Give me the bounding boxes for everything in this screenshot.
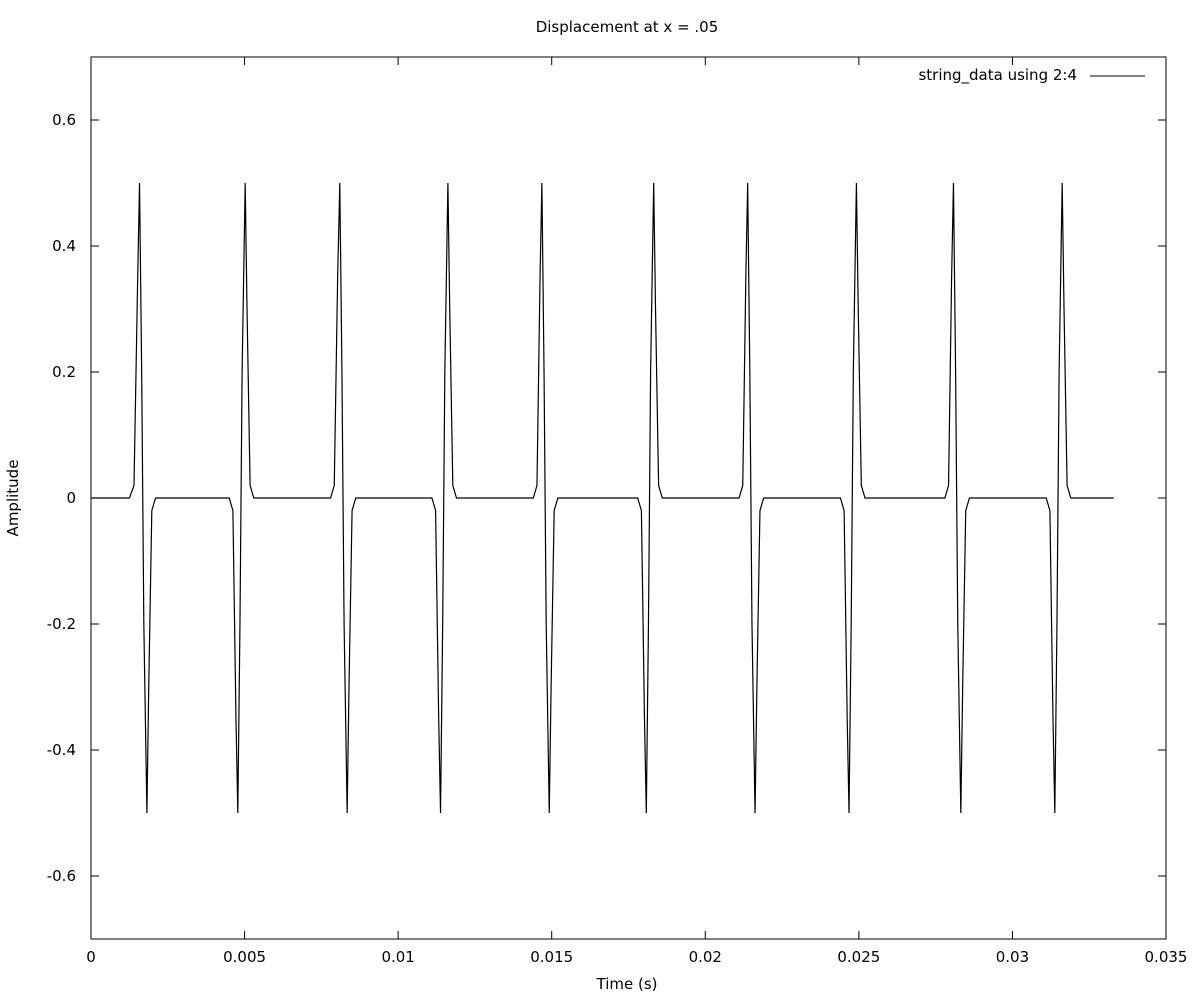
x-tick-label: 0.005 [223,948,266,966]
y-tick-label: 0.2 [52,363,76,381]
y-tick-label: 0.4 [52,237,76,255]
series-line [91,182,1114,814]
axis-ticks [90,57,1167,939]
axis-tick-labels: 0 0.005 0.01 0.015 0.02 0.025 0.03 0.035 0.6 0.4 0… [47,111,1188,966]
x-tick-label: 0.03 [996,948,1029,966]
x-tick-label: 0.02 [689,948,722,966]
x-tick-label: 0.025 [837,948,880,966]
y-axis-label: Amplitude [4,460,22,537]
y-tick-label: -0.6 [47,867,76,885]
y-tick-label: 0.6 [52,111,76,129]
y-tick-label: 0 [66,489,76,507]
y-tick-label: -0.2 [47,615,76,633]
x-tick-label: 0.035 [1145,948,1188,966]
x-tick-label: 0.015 [530,948,573,966]
x-tick-label: 0.01 [381,948,414,966]
chart-title: Displacement at x = .05 [536,18,719,36]
legend-label: string_data using 2:4 [918,66,1077,85]
legend: string_data using 2:4 [918,66,1145,85]
x-axis-label: Time (s) [596,975,658,993]
y-tick-label: -0.4 [47,741,76,759]
x-tick-label: 0 [86,948,96,966]
